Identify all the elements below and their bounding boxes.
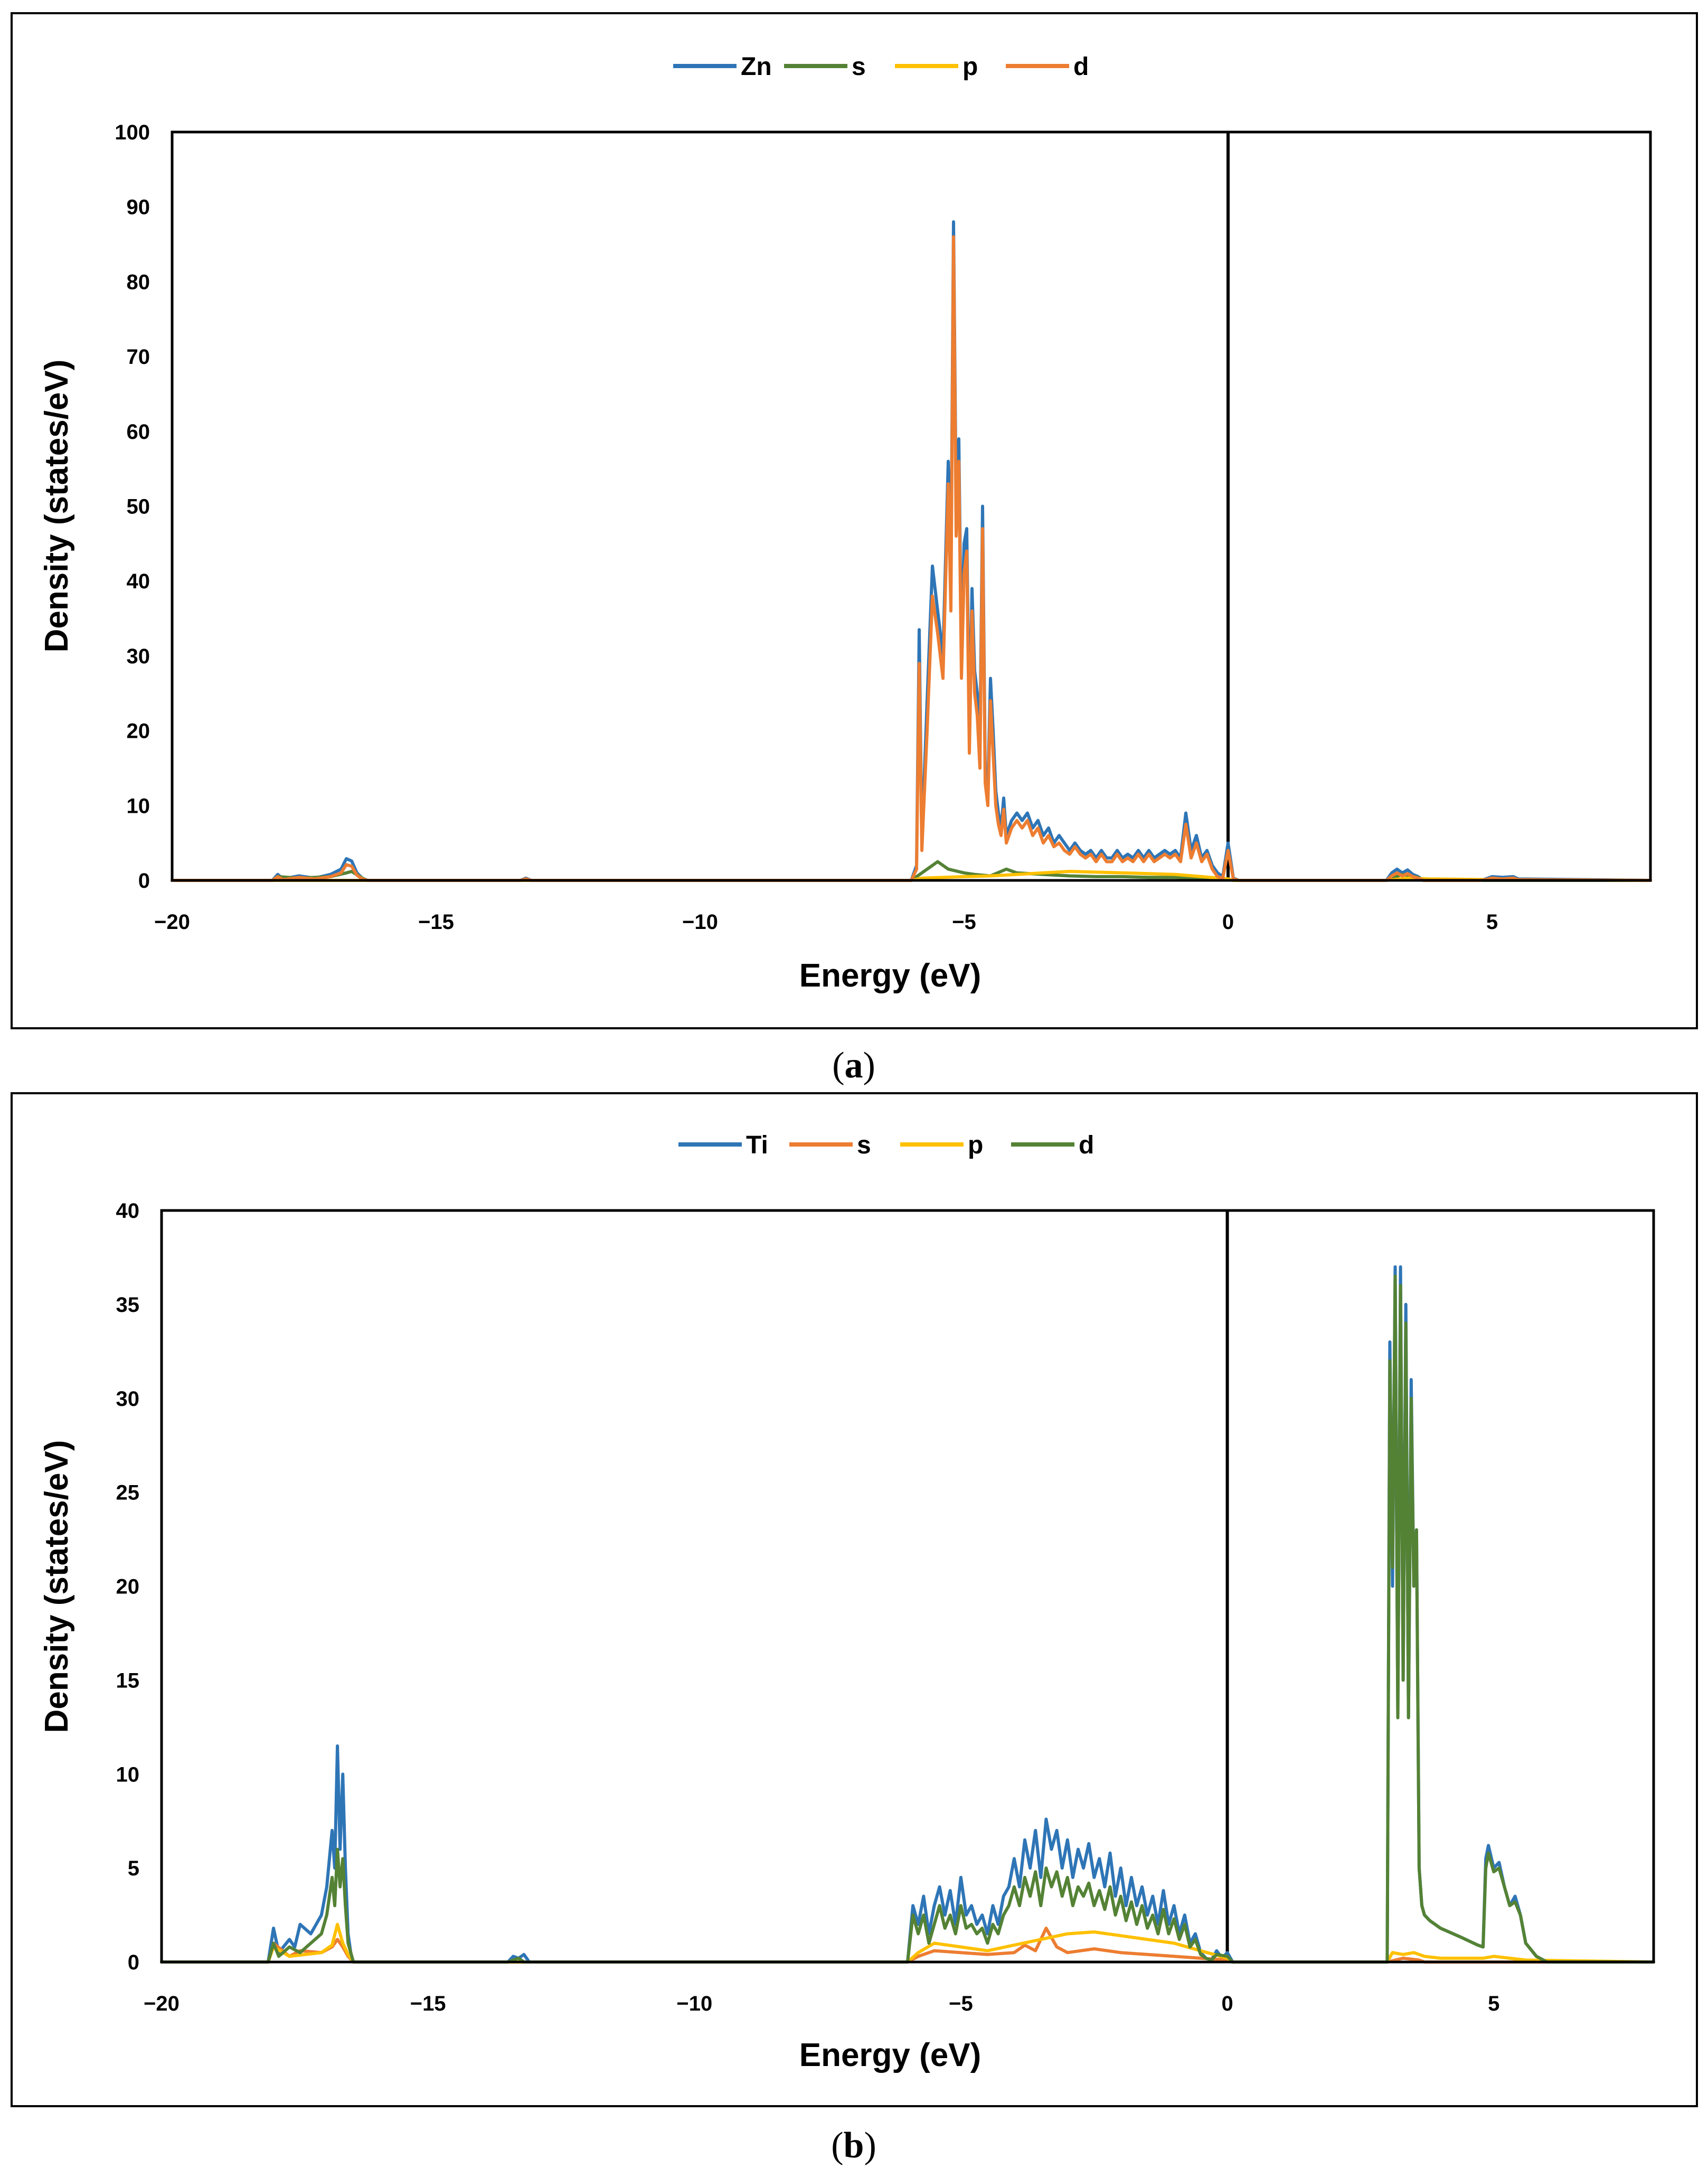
panel-b-legend-item-p: p <box>900 1131 983 1159</box>
panel-b-legend-item-s: s <box>789 1131 871 1159</box>
panel-a-x-tick-label: −10 <box>682 910 718 934</box>
panel-a-y-tick-label: 60 <box>127 420 150 444</box>
panel-a-x-tick-label: −5 <box>952 910 976 934</box>
panel-b-caption: (b) <box>831 2125 876 2166</box>
panel-a-x-tick-label: 0 <box>1222 910 1234 934</box>
panel-a-legend-item-p: p <box>895 53 978 81</box>
panel-b-legend-item-ti: Ti <box>678 1131 768 1159</box>
panel-b-x-tick-label: −10 <box>676 1992 712 2015</box>
panel-a-x-tick-label: 5 <box>1486 910 1498 934</box>
panel-b-y-tick-label: 0 <box>128 1951 139 1974</box>
panel-a-series <box>171 220 1652 882</box>
panel-b-x-tick-label: −5 <box>949 1992 973 2015</box>
panel-a-plot-area <box>171 130 1652 882</box>
panel-b-y-tick-label: 20 <box>116 1575 140 1599</box>
panel-b-legend-label: Ti <box>746 1131 768 1159</box>
panel-b-caption-letter: b <box>844 2125 864 2166</box>
panel-b-axes: 0 5 10 15 20 25 30 35 40 −20 −15 −10 −5 0 5 <box>116 1199 1500 2015</box>
panel-a-y-tick-label: 0 <box>138 869 150 893</box>
panel-a-caption-letter: a <box>845 1045 863 1086</box>
panel-a-legend-item-s: s <box>784 53 866 81</box>
panel-b-y-axis-title: Density (states/eV) <box>39 1440 75 1733</box>
panel-a-legend-item-d: d <box>1006 53 1089 81</box>
panel-b-legend-label: s <box>857 1131 871 1159</box>
panel-b-y-tick-label: 35 <box>116 1293 140 1317</box>
panel-b-x-tick-label: 5 <box>1488 1992 1499 2015</box>
panel-a-y-tick-label: 70 <box>127 345 150 369</box>
panel-a-legend-label: d <box>1073 53 1089 81</box>
panel-b-frame <box>11 1092 1698 2107</box>
panel-a-series-d <box>171 235 1652 882</box>
panel-b-y-tick-label: 15 <box>116 1669 140 1692</box>
panel-a-y-tick-label: 80 <box>127 270 150 294</box>
panel-b-x-tick-label: −15 <box>410 1992 446 2015</box>
panel-b-legend-item-d: d <box>1011 1131 1094 1159</box>
panel-b-x-tick-label: 0 <box>1221 1992 1233 2015</box>
panel-b-y-tick-label: 10 <box>116 1763 140 1786</box>
panel-a-legend-item-zn: Zn <box>673 53 772 81</box>
panel-b-y-tick-label: 40 <box>116 1199 140 1223</box>
panel-a-legend-label: Zn <box>741 53 772 81</box>
panel-a-y-tick-label: 90 <box>127 196 150 219</box>
panel-a-y-axis-title: Density (states/eV) <box>39 360 75 653</box>
panel-b-y-tick-label: 25 <box>116 1481 140 1505</box>
panel-b-y-tick-label: 5 <box>128 1857 139 1880</box>
panel-a-x-tick-label: −20 <box>154 910 190 934</box>
panel-b-y-tick-label: 30 <box>116 1387 140 1411</box>
panel-b-series-p <box>160 1922 1655 1964</box>
panel-b-x-tick-label: −20 <box>144 1992 180 2015</box>
panel-a-axes: 0 10 20 30 40 50 60 70 80 90 100 −20 −15 −10 −5 0 5 <box>115 121 1498 934</box>
panel-a-y-tick-label: 30 <box>127 645 150 668</box>
panel-a-y-tick-label: 20 <box>127 720 150 743</box>
panel-a-legend-label: s <box>852 53 866 81</box>
panel-a-y-tick-label: 100 <box>115 121 150 144</box>
panel-a-x-axis-title: Energy (eV) <box>799 957 982 994</box>
panel-a-x-tick-label: −15 <box>418 910 454 934</box>
panel-b-legend-label: d <box>1079 1131 1094 1159</box>
panel-b: Ti s p d 0 5 10 15 20 25 30 35 40 −20 −15 −10 −5 0 5 Ener… <box>11 1092 1698 2107</box>
panel-a-legend-label: p <box>962 53 978 81</box>
panel-b-x-axis-title: Energy (eV) <box>799 2037 982 2073</box>
legend-a: Zn s p d <box>673 53 1089 81</box>
panel-b-plot-area <box>160 1209 1655 1964</box>
panel-a-y-tick-label: 40 <box>127 570 150 593</box>
panel-a-y-tick-label: 10 <box>127 794 150 818</box>
panel-a-y-tick-label: 50 <box>127 495 150 519</box>
legend-b: Ti s p d <box>678 1131 1094 1159</box>
panel-a-caption: (a) <box>832 1045 875 1086</box>
panel-a-frame <box>11 12 1698 1029</box>
panel-b-legend-label: p <box>968 1131 983 1159</box>
